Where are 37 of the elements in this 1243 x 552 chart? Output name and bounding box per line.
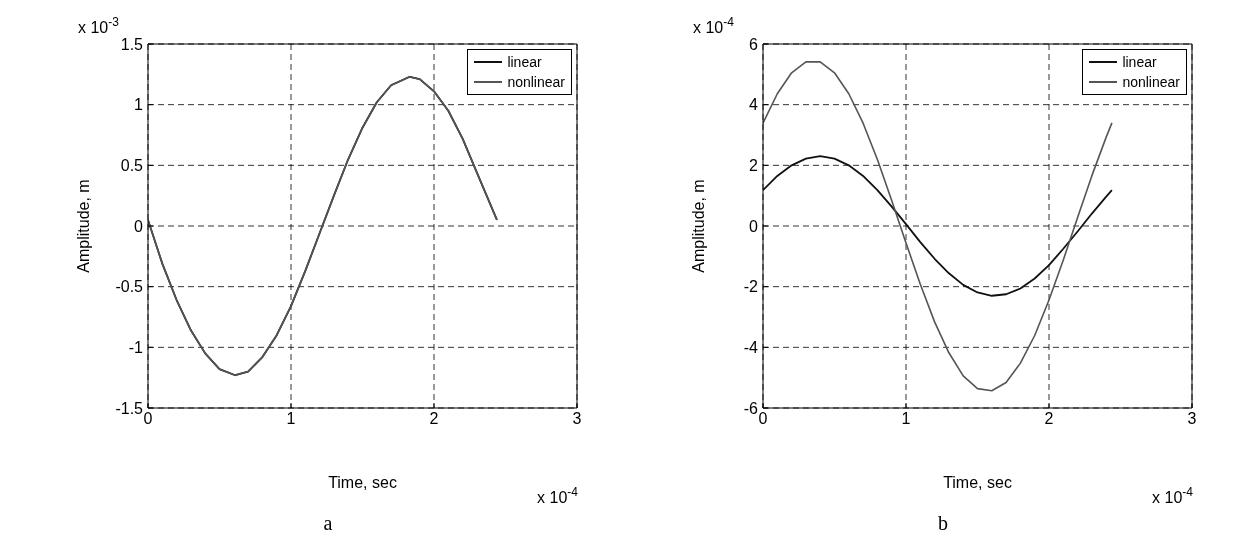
x-tick-label: 2 bbox=[1044, 410, 1054, 428]
x-tick-label: 1 bbox=[286, 410, 296, 428]
y-tick-label: 0 bbox=[134, 217, 144, 235]
y-tick-label: -4 bbox=[743, 339, 759, 357]
line-series bbox=[763, 61, 1113, 392]
text: x 10$^{-4}$ bbox=[693, 15, 735, 36]
x-tick-label: 1 bbox=[901, 410, 911, 428]
y-tick-label: 1 bbox=[134, 96, 144, 114]
y-tick-label: 0 bbox=[749, 217, 759, 235]
text: x 10$^{-4}$ bbox=[1152, 485, 1194, 506]
x-tick-label: 3 bbox=[1187, 410, 1197, 428]
y-tick-label: -1 bbox=[128, 339, 144, 357]
y-tick-label: -1.5 bbox=[115, 399, 144, 417]
y-tick-label: 2 bbox=[749, 157, 759, 175]
text: a bbox=[323, 512, 333, 534]
y-axis-title: Amplitude, m bbox=[689, 179, 707, 273]
legend-label: linear bbox=[507, 53, 542, 72]
text: x 10$^{-4}$ bbox=[537, 485, 579, 506]
legend-label: linear bbox=[1122, 53, 1157, 72]
x-tick-label: 2 bbox=[429, 410, 439, 428]
y-tick-label: 4 bbox=[749, 96, 759, 114]
text: x 10$^{-3}$ bbox=[78, 15, 120, 36]
x-axis-title: Time, sec bbox=[328, 474, 397, 491]
text: b bbox=[938, 512, 948, 534]
y-tick-label: 1.5 bbox=[120, 35, 144, 53]
y-tick-label: 0.5 bbox=[120, 157, 144, 175]
y-tick-label: -2 bbox=[743, 278, 759, 296]
y-axis-title: Amplitude, m bbox=[74, 179, 92, 273]
legend-label: nonlinear bbox=[1122, 73, 1180, 92]
y-tick-label: 6 bbox=[749, 35, 759, 53]
y-tick-label: -6 bbox=[743, 399, 759, 417]
x-axis-title: Time, sec bbox=[943, 474, 1012, 491]
x-tick-label: 3 bbox=[572, 410, 582, 428]
line-series bbox=[148, 75, 498, 377]
line-series bbox=[763, 155, 1113, 297]
legend-label: nonlinear bbox=[507, 73, 565, 92]
y-tick-label: -0.5 bbox=[115, 278, 144, 296]
